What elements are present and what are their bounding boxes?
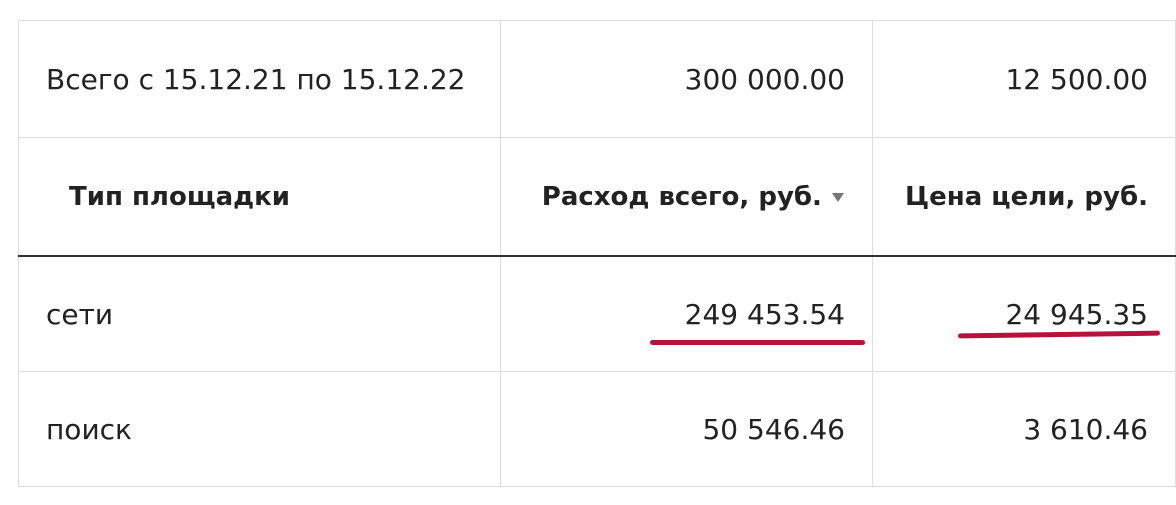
sort-icon xyxy=(832,193,844,202)
red-underline xyxy=(650,340,865,345)
total-cost: 300 000.00 xyxy=(500,20,873,138)
header-row: Тип площадки Расход всего, руб. Цена цел… xyxy=(18,137,1176,257)
goal-price-cell: 24 945.35 xyxy=(872,255,1176,372)
total-row: Всего с 15.12.21 по 15.12.22 300 000.00 … xyxy=(18,20,1176,138)
header-cell[interactable]: Расход всего, руб. xyxy=(500,137,873,257)
type-cell: поиск xyxy=(18,371,501,487)
header-cell[interactable]: Тип площадки xyxy=(18,137,501,257)
cost-cell: 50 546.46 xyxy=(500,371,873,487)
total-goal-price: 12 500.00 xyxy=(872,20,1176,138)
data-row: поиск 50 546.46 3 610.46 xyxy=(18,371,1176,487)
total-label: Всего с 15.12.21 по 15.12.22 xyxy=(18,20,501,138)
goal-price-cell: 3 610.46 xyxy=(872,371,1176,487)
data-row: сети 249 453.54 24 945.35 xyxy=(18,255,1176,372)
type-cell: сети xyxy=(18,255,501,372)
cost-cell: 249 453.54 xyxy=(500,255,873,372)
header-cell[interactable]: Цена цели, руб. xyxy=(872,137,1176,257)
header-text: Цена цели, руб. xyxy=(904,181,1148,212)
header-text: Расход всего, руб. xyxy=(541,181,822,212)
stats-table: Всего с 15.12.21 по 15.12.22 300 000.00 … xyxy=(18,20,1176,487)
header-text: Тип площадки xyxy=(69,181,290,212)
